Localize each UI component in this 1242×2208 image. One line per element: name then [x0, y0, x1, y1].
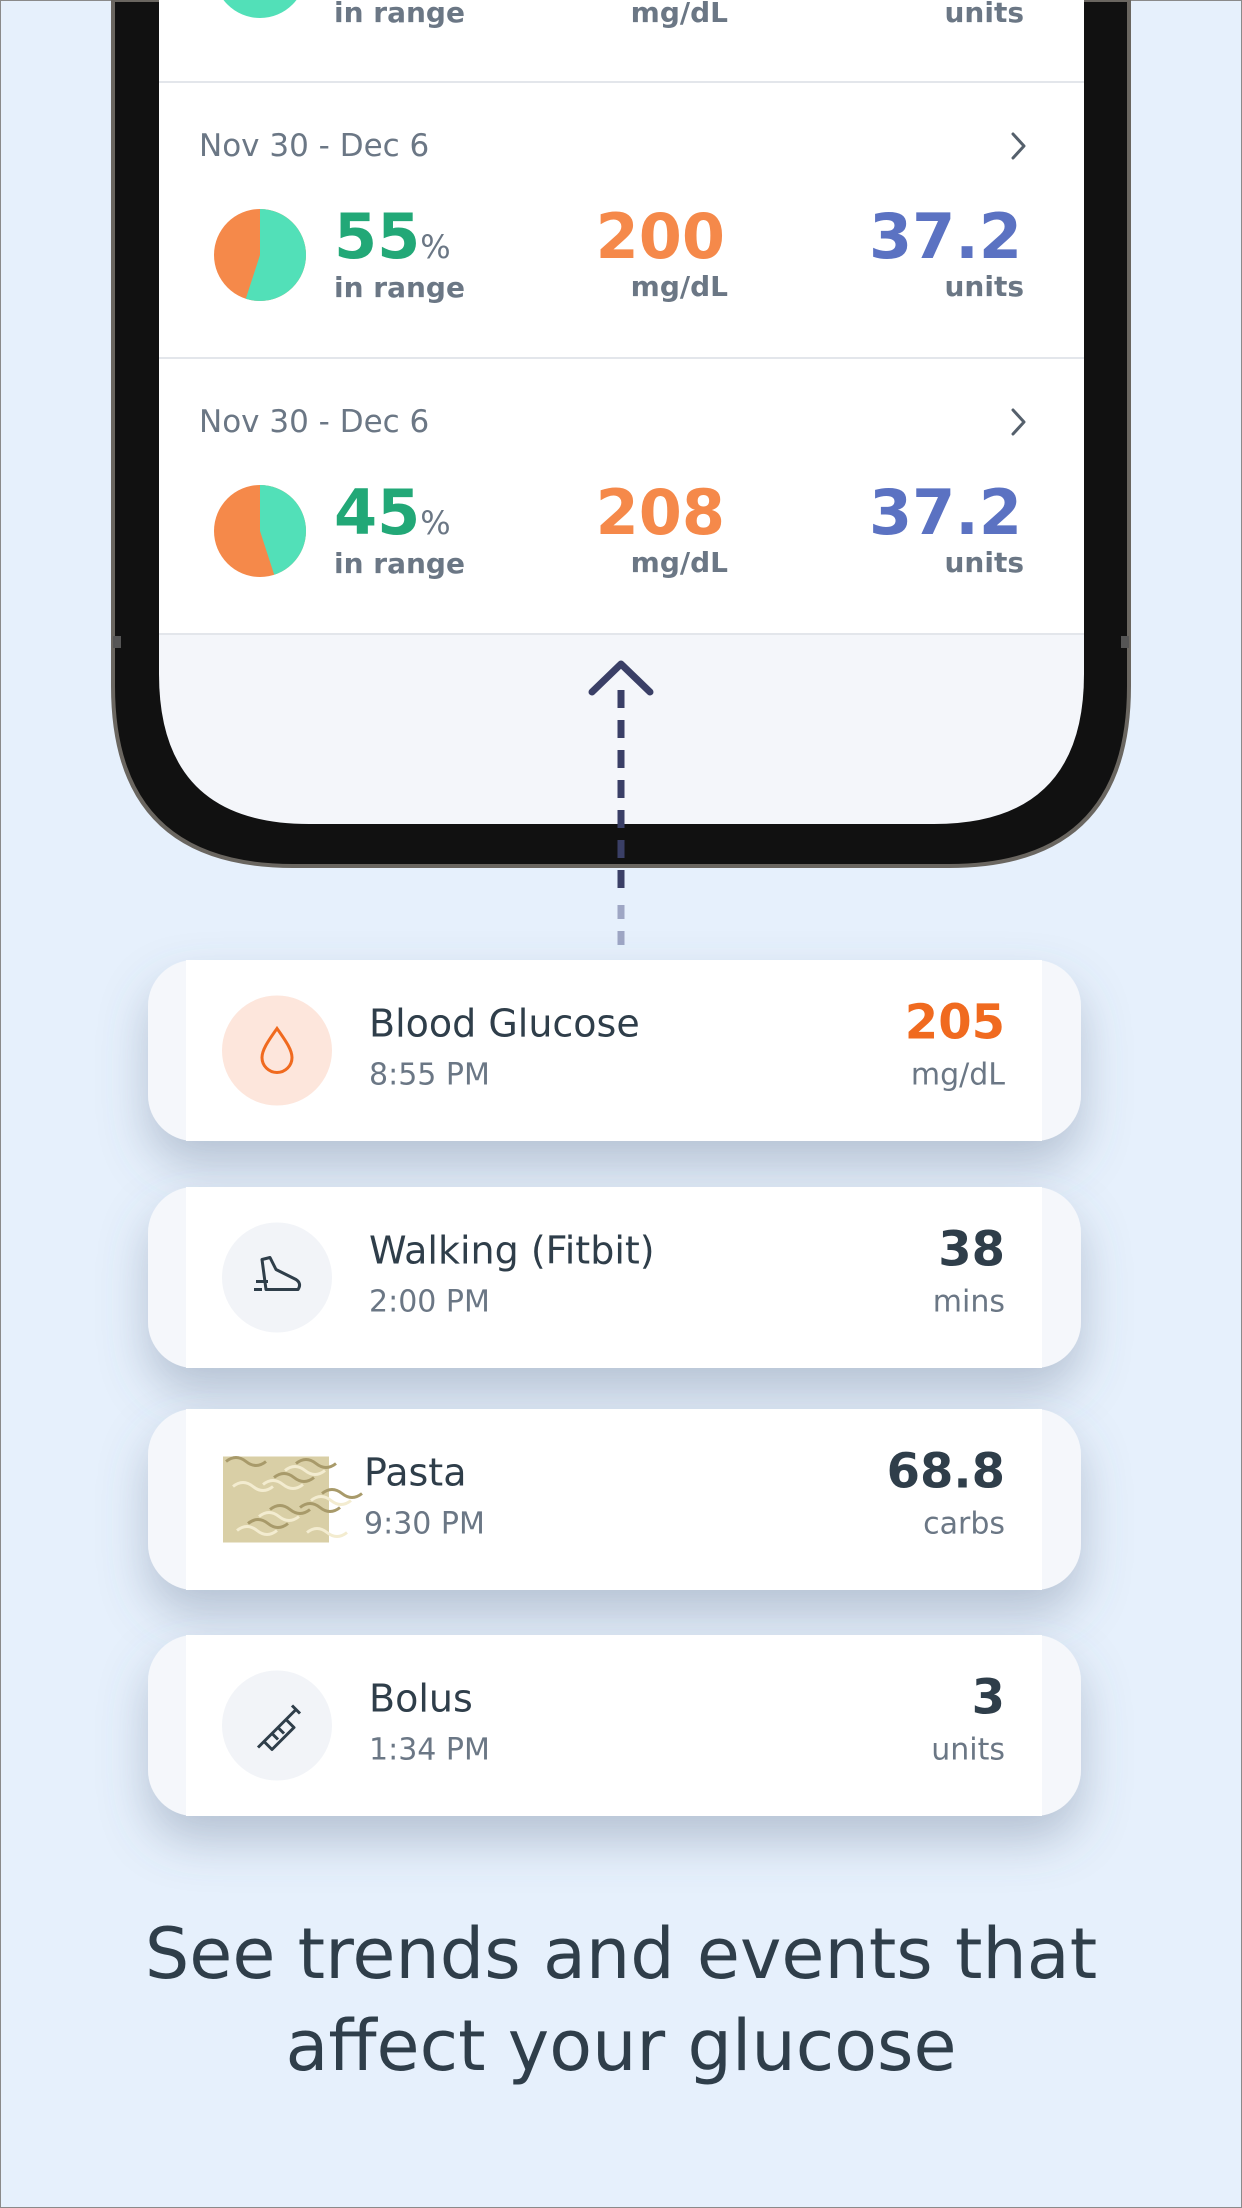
event-time: 2:00 PM: [369, 1285, 490, 1320]
noodle: [269, 1504, 311, 1515]
insulin-unit: units: [944, 0, 1024, 29]
event-time: 9:30 PM: [364, 1507, 485, 1542]
in-range-value: 55%: [334, 200, 451, 273]
pie-in-range: [245, 209, 306, 302]
percent: 45: [334, 476, 420, 549]
in-range-label: in range: [334, 547, 465, 580]
event-unit: mins: [933, 1285, 1005, 1320]
event-unit: units: [931, 1733, 1005, 1768]
event-value: 3: [972, 1670, 1005, 1726]
event-unit: carbs: [923, 1507, 1005, 1542]
noodle: [262, 1479, 304, 1490]
in-range-value: 45%: [334, 476, 451, 549]
glucose-unit: mg/dL: [631, 270, 728, 303]
glucose-unit: mg/dL: [631, 546, 728, 579]
arrow-head: [588, 660, 654, 696]
percent-sign: %: [420, 504, 450, 542]
noodle: [232, 1481, 274, 1492]
shoe-icon: [254, 1256, 302, 1291]
noodle: [306, 1527, 348, 1538]
noodle: [225, 1456, 267, 1467]
glucose-value: 200: [596, 200, 725, 273]
chevron: [1011, 132, 1026, 160]
percent: 55: [334, 200, 420, 273]
percent-sign: %: [420, 228, 450, 266]
event-card: Bolus 1:34 PM 3 units: [148, 1635, 1081, 1816]
icon-circle: [222, 995, 332, 1106]
event-title: Pasta: [364, 1451, 466, 1495]
chevron: [1011, 408, 1026, 436]
event-value: 68.8: [887, 1444, 1005, 1500]
insulin-value: 37.2: [869, 200, 1022, 273]
event-title: Bolus: [369, 1677, 473, 1721]
insulin-unit: units: [944, 270, 1024, 303]
week-date: Nov 30 - Dec 6: [199, 404, 429, 440]
insulin-unit: units: [944, 546, 1024, 579]
noodle: [284, 1465, 326, 1476]
event-value: 38: [938, 1222, 1005, 1278]
noodle: [258, 1511, 300, 1522]
caption-line: affect your glucose: [285, 2005, 956, 2087]
event-title: Walking (Fitbit): [369, 1229, 655, 1273]
event-title: Blood Glucose: [369, 1002, 640, 1046]
syringe-icon: [256, 1704, 302, 1751]
glucose-unit: mg/dL: [631, 0, 728, 29]
phone-button: [1121, 636, 1129, 648]
phone-screen: in range mg/dL units Nov 30 - Dec 655%in…: [159, 0, 1084, 824]
pie-in-range: [260, 485, 306, 575]
noodle: [310, 1495, 352, 1506]
glucose-value: 208: [596, 476, 725, 549]
noodle: [236, 1525, 278, 1536]
noodle: [247, 1518, 289, 1529]
drop-icon: [260, 1025, 294, 1074]
event-card: Walking (Fitbit) 2:00 PM 38 mins: [148, 1187, 1081, 1368]
event-value: 205: [905, 995, 1005, 1051]
event-card: Blood Glucose 8:55 PM 205 mg/dL: [148, 960, 1081, 1141]
event-time: 8:55 PM: [369, 1058, 490, 1093]
phone-button: [113, 636, 121, 648]
noodle: [273, 1472, 315, 1483]
insulin-value: 37.2: [869, 476, 1022, 549]
noodle: [295, 1458, 337, 1469]
event-card: Pasta 9:30 PM 68.8 carbs: [148, 1409, 1081, 1590]
in-range-label: in range: [334, 0, 465, 29]
icon-circle: [222, 1222, 332, 1333]
icon-circle: [222, 1670, 332, 1781]
noodle: [321, 1488, 363, 1499]
week-date: Nov 30 - Dec 6: [199, 128, 429, 164]
list-bg: [159, 0, 1084, 634]
in-range-label: in range: [334, 271, 465, 304]
event-time: 1:34 PM: [369, 1733, 490, 1768]
noodle: [299, 1502, 341, 1513]
caption-line: See trends and events that: [145, 1913, 1097, 1995]
event-unit: mg/dL: [911, 1058, 1005, 1093]
